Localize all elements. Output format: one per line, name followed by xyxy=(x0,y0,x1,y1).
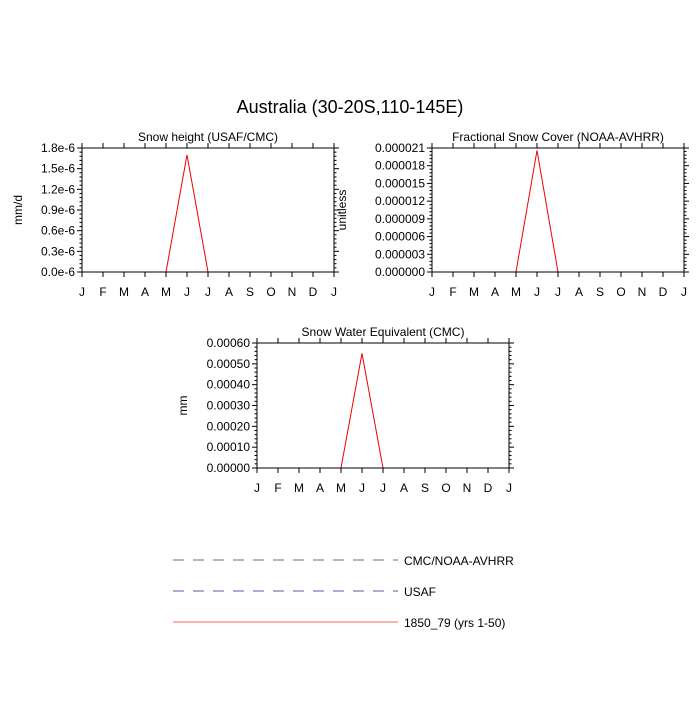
y-tick-label: 0.000000 xyxy=(375,265,425,279)
x-tick-label: O xyxy=(616,285,625,299)
y-tick-label: 0.6e-6 xyxy=(41,224,75,238)
x-tick-label: M xyxy=(119,285,129,299)
plot-frame xyxy=(256,342,510,469)
x-tick-label: M xyxy=(294,481,304,495)
panel-title: Snow height (USAF/CMC) xyxy=(138,130,278,144)
series-line xyxy=(257,353,509,469)
panel-title: Fractional Snow Cover (NOAA-AVHRR) xyxy=(452,130,664,144)
x-tick-label: J xyxy=(555,285,561,299)
y-tick-label: 0.00020 xyxy=(207,419,251,433)
x-tick-label: A xyxy=(400,481,408,495)
panel-2: Fractional Snow Cover (NOAA-AVHRR) unitle… xyxy=(335,130,689,299)
x-tick-label: M xyxy=(161,285,171,299)
legend: CMC/NOAA-AVHRR USAF 1850_79 (yrs 1-50) xyxy=(173,554,514,630)
series-line xyxy=(82,154,334,273)
y-tick-label: 1.2e-6 xyxy=(41,182,75,196)
x-tick-label: S xyxy=(246,285,254,299)
x-tick-label: J xyxy=(681,285,687,299)
x-tick-label: J xyxy=(534,285,540,299)
legend-item: CMC/NOAA-AVHRR xyxy=(173,554,514,568)
legend-label: CMC/NOAA-AVHRR xyxy=(404,554,514,568)
x-tick-label: J xyxy=(205,285,211,299)
x-tick-label: F xyxy=(99,285,106,299)
x-tick-label: A xyxy=(141,285,149,299)
x-tick-label: N xyxy=(463,481,472,495)
panel-1: Snow height (USAF/CMC) mm/d 0.0e-6 0.3e-6 0.… xyxy=(11,130,339,299)
y-tick-label: 0.0e-6 xyxy=(41,265,75,279)
x-tick-label: F xyxy=(274,481,281,495)
y-tick-label: 0.9e-6 xyxy=(41,203,75,217)
y-tick-label: 0.000009 xyxy=(375,212,425,226)
panel-3: Snow Water Equivalent (CMC) mm 0.00000 0.00… xyxy=(176,325,514,495)
x-tick-label: A xyxy=(225,285,233,299)
y-axis-label: mm/d xyxy=(11,195,25,225)
plot-frame xyxy=(81,147,335,273)
y-tick-label: 0.000018 xyxy=(375,159,425,173)
series-line xyxy=(432,150,684,273)
y-tick-label: 0.3e-6 xyxy=(41,244,75,258)
y-tick-label: 1.5e-6 xyxy=(41,162,75,176)
x-tick-label: O xyxy=(441,481,450,495)
y-tick-label: 0.00000 xyxy=(207,461,251,475)
x-tick-label: J xyxy=(331,285,337,299)
y-tick-label: 0.00030 xyxy=(207,399,251,413)
x-tick-label: A xyxy=(575,285,583,299)
panel-title: Snow Water Equivalent (CMC) xyxy=(302,325,465,339)
legend-label: USAF xyxy=(404,585,436,599)
x-tick-label: J xyxy=(380,481,386,495)
x-tick-label: M xyxy=(336,481,346,495)
plot-frame xyxy=(431,147,685,273)
x-tick-label: D xyxy=(484,481,493,495)
x-tick-label: N xyxy=(288,285,297,299)
x-tick-label: S xyxy=(421,481,429,495)
x-tick-label: J xyxy=(79,285,85,299)
x-tick-label: N xyxy=(638,285,647,299)
y-axis-label: mm xyxy=(176,396,190,416)
legend-item: 1850_79 (yrs 1-50) xyxy=(173,616,505,630)
y-tick-label: 0.00010 xyxy=(207,440,251,454)
panels: Snow height (USAF/CMC) mm/d 0.0e-6 0.3e-6 0.… xyxy=(11,130,689,495)
x-tick-label: M xyxy=(469,285,479,299)
y-tick-label: 0.000003 xyxy=(375,247,425,261)
y-tick-label: 1.8e-6 xyxy=(41,141,75,155)
x-tick-label: D xyxy=(309,285,318,299)
x-tick-label: J xyxy=(254,481,260,495)
y-tick-label: 0.000012 xyxy=(375,194,425,208)
figure-title: Australia (30-20S,110-145E) xyxy=(237,97,464,117)
x-tick-label: D xyxy=(659,285,668,299)
x-tick-label: J xyxy=(429,285,435,299)
x-tick-label: M xyxy=(511,285,521,299)
x-tick-label: O xyxy=(266,285,275,299)
y-tick-label: 0.000015 xyxy=(375,176,425,190)
x-tick-label: J xyxy=(506,481,512,495)
legend-item: USAF xyxy=(173,585,436,599)
x-tick-label: A xyxy=(491,285,499,299)
legend-label: 1850_79 (yrs 1-50) xyxy=(404,616,505,630)
x-tick-label: A xyxy=(316,481,324,495)
x-tick-label: J xyxy=(359,481,365,495)
y-tick-label: 0.00050 xyxy=(207,357,251,371)
x-tick-label: F xyxy=(449,285,456,299)
y-tick-label: 0.00040 xyxy=(207,378,251,392)
x-tick-label: S xyxy=(596,285,604,299)
y-axis-label: unitless xyxy=(335,190,349,231)
y-tick-label: 0.000021 xyxy=(375,141,425,155)
y-tick-label: 0.00060 xyxy=(207,336,251,350)
y-tick-label: 0.000006 xyxy=(375,230,425,244)
x-tick-label: J xyxy=(184,285,190,299)
